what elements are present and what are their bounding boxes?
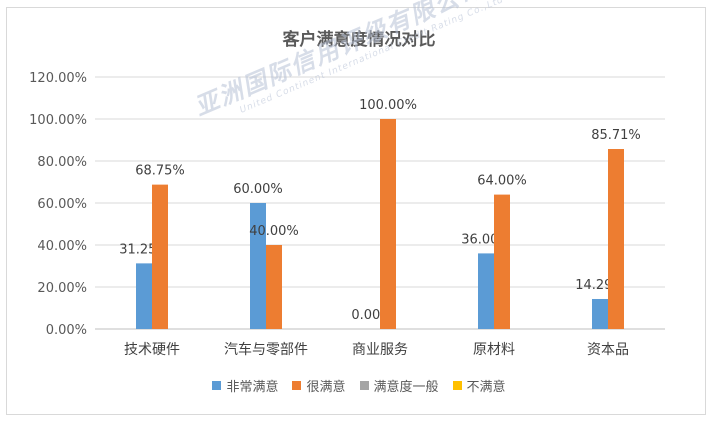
bar	[136, 263, 152, 329]
x-tick-label: 原材料	[473, 342, 515, 358]
legend-item: 不满意	[452, 376, 506, 395]
bar	[152, 184, 168, 329]
legend-swatch	[359, 381, 369, 390]
data-label: 40.00%	[249, 224, 299, 239]
chart-legend: 非常满意 很满意 满意度一般 不满意	[0, 376, 718, 395]
legend-label: 满意度一般	[373, 380, 439, 395]
y-tick-label: 100.00%	[29, 113, 87, 128]
bar	[250, 203, 266, 329]
legend-item: 满意度一般	[359, 376, 439, 395]
y-tick-label: 120.00%	[29, 71, 87, 86]
legend-item: 非常满意	[212, 376, 278, 395]
legend-label: 很满意	[306, 380, 346, 395]
legend-swatch	[452, 381, 462, 390]
y-tick-label: 80.00%	[37, 155, 87, 170]
legend-swatch	[212, 381, 222, 390]
x-tick-label: 技术硬件	[124, 342, 180, 358]
bar	[592, 298, 608, 329]
legend-label: 不满意	[466, 380, 506, 395]
x-tick-label: 资本品	[587, 342, 629, 358]
data-label: 68.75%	[135, 164, 185, 179]
bar	[494, 194, 510, 329]
bar	[478, 253, 494, 329]
x-tick-label: 商业服务	[352, 342, 408, 358]
bar	[608, 149, 624, 329]
y-tick-label: 20.00%	[37, 281, 87, 296]
legend-label: 非常满意	[226, 380, 279, 395]
bar	[266, 245, 282, 329]
data-label: 100.00%	[359, 98, 417, 113]
bar	[380, 119, 396, 329]
y-tick-label: 0.00%	[46, 323, 87, 338]
chart-title: 客户满意度情况对比	[282, 30, 436, 50]
chart-frame	[6, 7, 706, 415]
y-tick-label: 60.00%	[37, 197, 87, 212]
y-tick-label: 40.00%	[37, 239, 87, 254]
data-label: 60.00%	[233, 182, 283, 197]
legend-swatch	[292, 381, 302, 390]
data-label: 64.00%	[477, 174, 527, 189]
legend-item: 很满意	[292, 376, 346, 395]
data-label: 85.71%	[591, 128, 641, 143]
x-tick-label: 汽车与零部件	[224, 341, 308, 358]
